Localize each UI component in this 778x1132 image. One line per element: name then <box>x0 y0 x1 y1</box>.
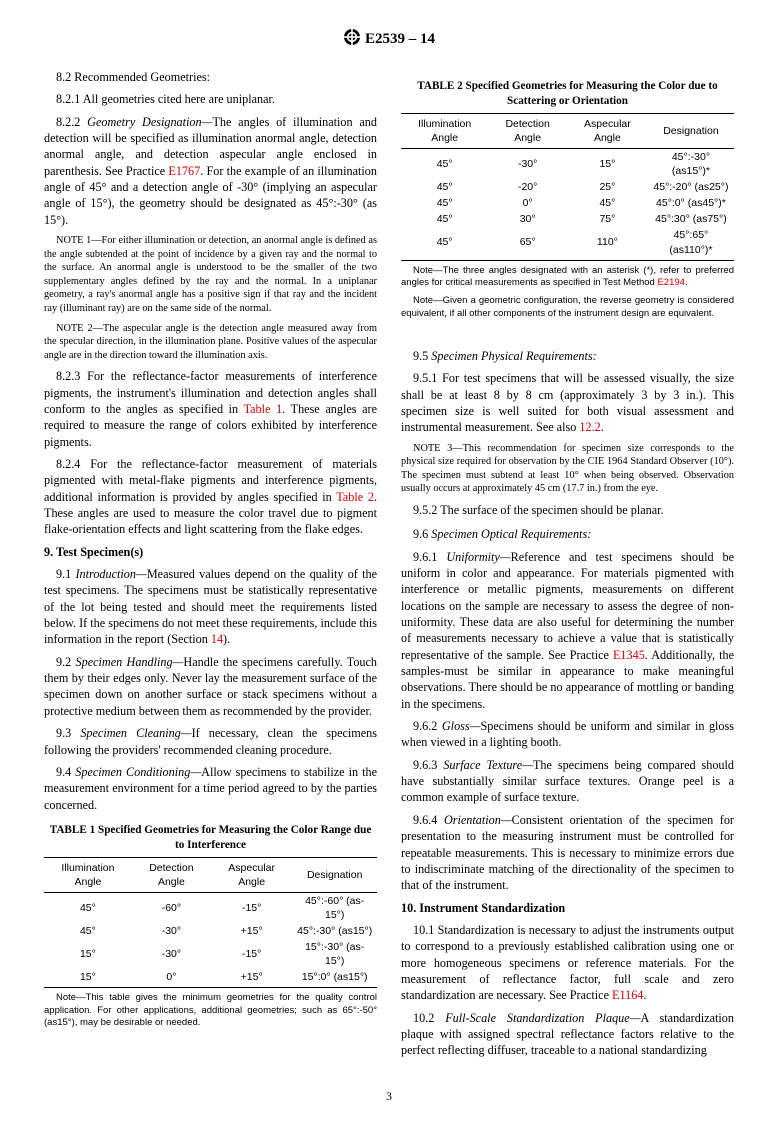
table-row: 15°-30°-15°15°:-30° (as-15°) <box>44 939 377 969</box>
table-row: 45°-30°15°45°:-30° (as15°)* <box>401 149 734 180</box>
para-9-5: 9.5 Specimen Physical Requirements: <box>401 348 734 364</box>
para-9-2: 9.2 Specimen Handling—Handle the specime… <box>44 654 377 719</box>
t1-h2: Detection Angle <box>132 857 211 892</box>
table-1-title: TABLE 1 Specified Geometries for Measuri… <box>44 823 377 853</box>
t2-h3: Aspecular Angle <box>567 114 648 149</box>
para-9-6-3: 9.6.3 Surface Texture—The specimens bein… <box>401 757 734 806</box>
para-9-5-1: 9.5.1 For test specimens that will be as… <box>401 370 734 435</box>
table-2-note-1: Note—The three angles designated with an… <box>401 265 734 290</box>
two-column-layout: 8.2 Recommended Geometries: 8.2.1 All ge… <box>44 69 734 1065</box>
t2-h4: Designation <box>648 114 734 149</box>
para-8-2: 8.2 Recommended Geometries: <box>44 69 377 85</box>
document-header: E2539 – 14 <box>44 28 734 51</box>
left-column: 8.2 Recommended Geometries: 8.2.1 All ge… <box>44 69 377 1065</box>
t2-h2: Detection Angle <box>488 114 567 149</box>
para-9-3: 9.3 Specimen Cleaning—If necessary, clea… <box>44 725 377 758</box>
table-row: 45°30°75°45°:30° (as75°) <box>401 211 734 227</box>
page-number: 3 <box>44 1089 734 1104</box>
link-table-2[interactable]: Table 2 <box>336 490 374 504</box>
para-8-2-3: 8.2.3 For the reflectance-factor measure… <box>44 368 377 450</box>
para-9-4: 9.4 Specimen Conditioning—Allow specimen… <box>44 764 377 813</box>
para-9-5-2: 9.5.2 The surface of the specimen should… <box>401 502 734 518</box>
para-9-1: 9.1 Introduction—Measured values depend … <box>44 566 377 648</box>
para-10-1: 10.1 Standardization is necessary to adj… <box>401 922 734 1004</box>
right-column: TABLE 2 Specified Geometries for Measuri… <box>401 69 734 1065</box>
note-1: NOTE 1—For either illumination or detect… <box>44 234 377 315</box>
section-10-title: 10. Instrument Standardization <box>401 900 734 916</box>
para-10-2: 10.2 Full-Scale Standardization Plaque—A… <box>401 1010 734 1059</box>
para-9-6: 9.6 Specimen Optical Requirements: <box>401 526 734 542</box>
para-8-2-4: 8.2.4 For the reflectance-factor measure… <box>44 456 377 538</box>
link-e1345[interactable]: E1345 <box>613 648 645 662</box>
table-row: 15°0°+15°15°:0° (as15°) <box>44 969 377 988</box>
page: E2539 – 14 8.2 Recommended Geometries: 8… <box>0 0 778 1132</box>
link-e2194[interactable]: E2194 <box>657 277 684 288</box>
para-8-2-2: 8.2.2 Geometry Designation—The angles of… <box>44 114 377 228</box>
t1-h4: Designation <box>292 857 377 892</box>
para-9-6-4: 9.6.4 Orientation—Consistent orientation… <box>401 812 734 894</box>
astm-logo-icon <box>343 28 361 51</box>
table-row: 45°-30°+15°45°:-30° (as15°) <box>44 923 377 939</box>
table-2-note-2: Note—Given a geometric configuration, th… <box>401 295 734 320</box>
table-1: Illumination Angle Detection Angle Aspec… <box>44 857 377 989</box>
note-3: NOTE 3—This recommendation for specimen … <box>401 442 734 496</box>
para-8-2-1: 8.2.1 All geometries cited here are unip… <box>44 91 377 107</box>
link-e1767[interactable]: E1767 <box>168 164 200 178</box>
table-2-title: TABLE 2 Specified Geometries for Measuri… <box>401 79 734 109</box>
table-row: 45°0°45°45°:0° (as45°)* <box>401 195 734 211</box>
table-row: 45°-20°25°45°:-20° (as25°) <box>401 179 734 195</box>
section-9-title: 9. Test Specimen(s) <box>44 544 377 560</box>
link-section-14[interactable]: 14 <box>211 632 223 646</box>
link-table-1[interactable]: Table 1 <box>244 402 283 416</box>
note-2: NOTE 2—The aspecular angle is the detect… <box>44 322 377 363</box>
t1-h1: Illumination Angle <box>44 857 132 892</box>
table-row: 45°65°110°45°:65° (as110°)* <box>401 227 734 260</box>
table-row: 45°-60°-15°45°:-60° (as-15°) <box>44 893 377 924</box>
t1-h3: Aspecular Angle <box>211 857 292 892</box>
t2-h1: Illumination Angle <box>401 114 488 149</box>
para-9-6-2: 9.6.2 Gloss—Specimens should be uniform … <box>401 718 734 751</box>
link-e1164[interactable]: E1164 <box>612 988 643 1002</box>
doc-code: E2539 – 14 <box>365 31 435 47</box>
table-2: Illumination Angle Detection Angle Aspec… <box>401 113 734 261</box>
link-12-2[interactable]: 12.2 <box>579 420 600 434</box>
table-1-note: Note—This table gives the minimum geomet… <box>44 992 377 1029</box>
para-9-6-1: 9.6.1 Uniformity—Reference and test spec… <box>401 549 734 712</box>
